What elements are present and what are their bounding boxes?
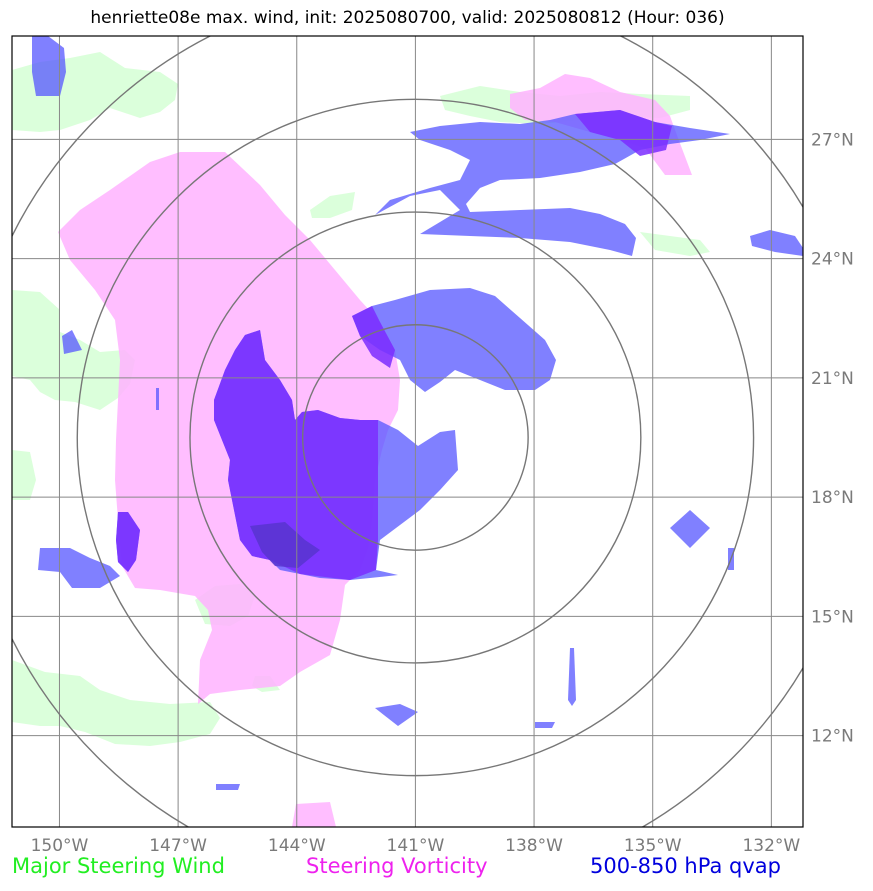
range-ring [76,98,755,777]
lat-tick-label: 18°N [811,488,854,508]
lat-tick-label: 12°N [811,727,854,747]
lat-tick-label: 15°N [811,607,854,627]
legend-vorticity: Steering Vorticity [306,854,488,878]
map-title: henriette08e max. wind, init: 2025080700… [90,8,725,28]
range-ring [301,324,529,551]
lat-tick-label: 27°N [811,130,854,150]
lon-tick-label: 144°W [268,836,326,856]
lon-tick-label: 138°W [505,836,563,856]
lon-tick-label: 132°W [742,836,800,856]
legend-qvap: 500-850 hPa qvap [590,854,781,878]
overlap-dark-layer [250,522,320,568]
lon-tick-label: 147°W [149,836,207,856]
latitude-labels: 27°N 24°N 21°N 18°N 15°N 12°N [811,130,854,746]
longitude-labels: 150°W 147°W 144°W 141°W 138°W 135°W 132°W [31,836,801,856]
map-graticule [12,36,803,827]
map-frame [11,35,804,828]
lat-tick-label: 21°N [811,369,854,389]
legend-wind: Major Steering Wind [12,854,225,878]
range-ring [189,211,642,664]
lon-tick-label: 135°W [624,836,682,856]
lon-tick-label: 141°W [387,836,445,856]
lon-tick-label: 150°W [31,836,89,856]
lat-tick-label: 24°N [811,250,854,270]
